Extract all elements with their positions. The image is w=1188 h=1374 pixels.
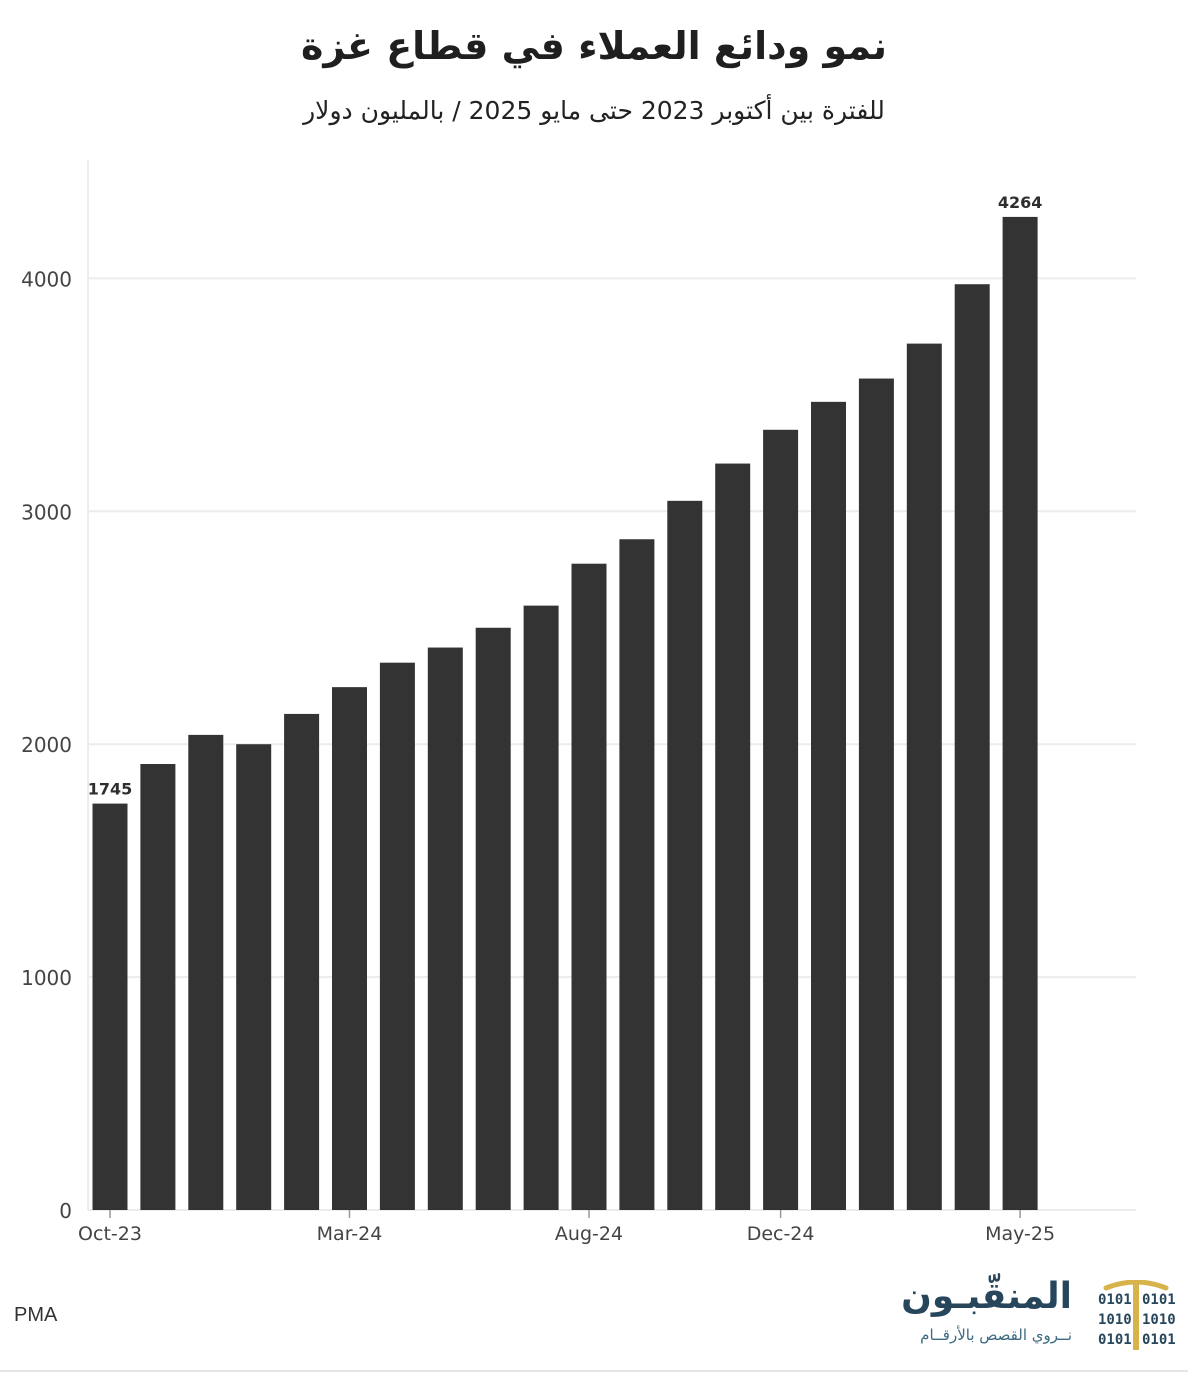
svg-text:0101: 0101	[1098, 1332, 1132, 1348]
bar	[188, 734, 224, 1210]
bar	[571, 563, 607, 1210]
bar	[811, 401, 846, 1210]
y-tick-label: 2000	[21, 733, 72, 757]
bar	[427, 647, 463, 1210]
source-label: PMA	[14, 1304, 58, 1326]
chart-subtitle: للفترة بين أكتوبر 2023 حتى مايو 2025 / ب…	[303, 96, 885, 125]
bar	[379, 662, 415, 1210]
chart-title: نمو ودائع العملاء في قطاع غزة	[300, 24, 888, 68]
svg-text:0101: 0101	[1142, 1292, 1176, 1308]
x-tick-label: Aug-24	[555, 1223, 623, 1245]
bar	[140, 763, 176, 1210]
bars	[92, 216, 1038, 1211]
bar	[619, 539, 655, 1210]
bar	[523, 605, 559, 1210]
bar	[763, 429, 799, 1210]
svg-text:0101: 0101	[1098, 1292, 1132, 1308]
x-axis-ticks: Oct-23 Mar-24 Aug-24 Dec-24 May-25	[78, 1210, 1055, 1245]
bar	[284, 713, 320, 1210]
x-tick-label: Oct-23	[78, 1223, 142, 1245]
svg-text:1010: 1010	[1098, 1312, 1132, 1328]
binary-pickaxe-icon: 0101 1010 0101 0101 1010 0101	[1098, 1280, 1176, 1350]
logo-name: المنقّبـون	[901, 1276, 1072, 1317]
y-axis-ticks: 0 1000 2000 3000 4000	[21, 267, 72, 1223]
x-tick-label: Dec-24	[747, 1223, 815, 1245]
data-label: 4264	[998, 193, 1043, 212]
y-tick-label: 0	[59, 1199, 72, 1223]
brand-logo: المنقّبـون نــروي القصص بالأرقــام 0101 …	[896, 1276, 1176, 1356]
bar	[1002, 216, 1038, 1210]
bar	[92, 803, 128, 1210]
bar	[475, 627, 511, 1210]
svg-text:0101: 0101	[1142, 1332, 1176, 1348]
bar	[332, 687, 367, 1210]
x-tick-label: Mar-24	[317, 1223, 383, 1245]
bar-chart: 0 1000 2000 3000 4000 1745 4264 Oct-23 Mar-24 A…	[21, 160, 1136, 1245]
bottom-rule	[0, 1370, 1188, 1372]
bar	[906, 343, 942, 1210]
bar	[954, 284, 990, 1210]
y-tick-label: 3000	[21, 500, 72, 524]
y-tick-label: 1000	[21, 966, 72, 990]
svg-text:1010: 1010	[1142, 1312, 1176, 1328]
x-tick-label: May-25	[985, 1223, 1055, 1245]
bar	[667, 500, 703, 1211]
data-labels: 1745 4264	[88, 193, 1043, 799]
logo-tagline: نــروي القصص بالأرقــام	[920, 1326, 1072, 1344]
y-tick-label: 4000	[21, 267, 72, 291]
bar	[236, 744, 272, 1210]
bar	[858, 378, 894, 1210]
bar	[715, 463, 751, 1210]
data-label: 1745	[88, 780, 133, 799]
